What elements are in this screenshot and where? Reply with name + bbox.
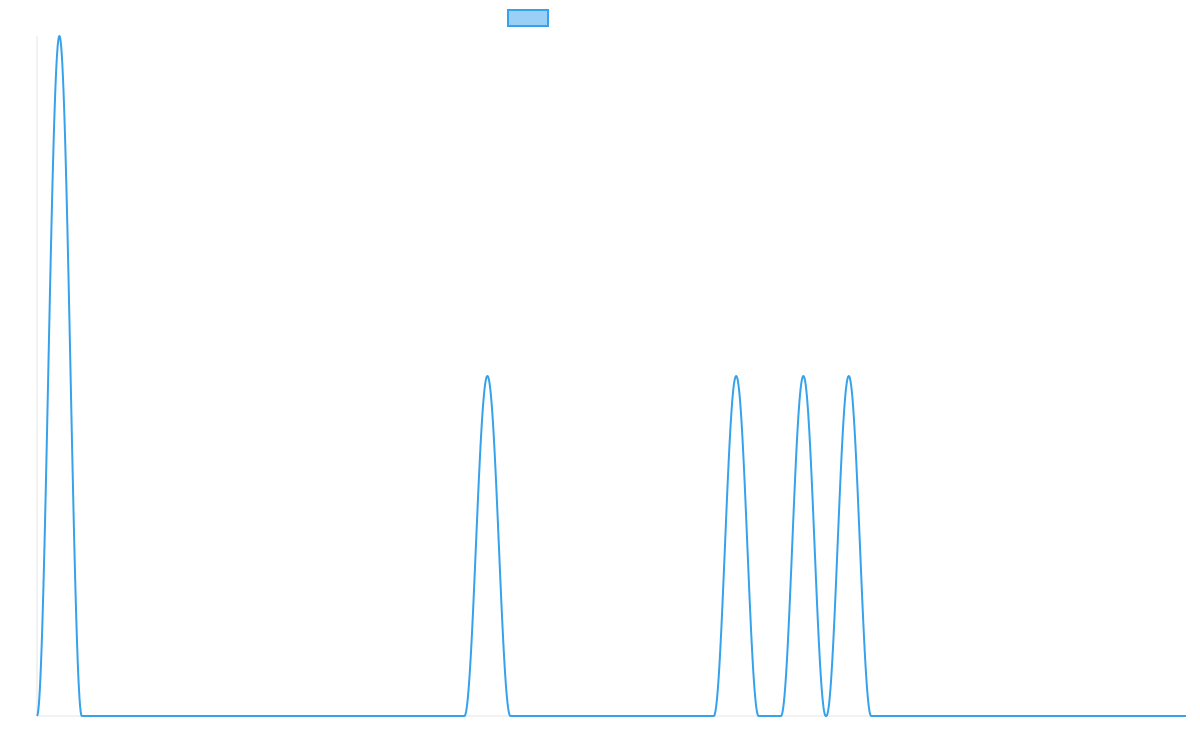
legend-swatch[interactable] (507, 9, 549, 27)
series-line (36, 35, 1187, 717)
axes (36, 36, 1186, 717)
legend[interactable] (507, 9, 549, 27)
series-layer (36, 35, 1187, 717)
